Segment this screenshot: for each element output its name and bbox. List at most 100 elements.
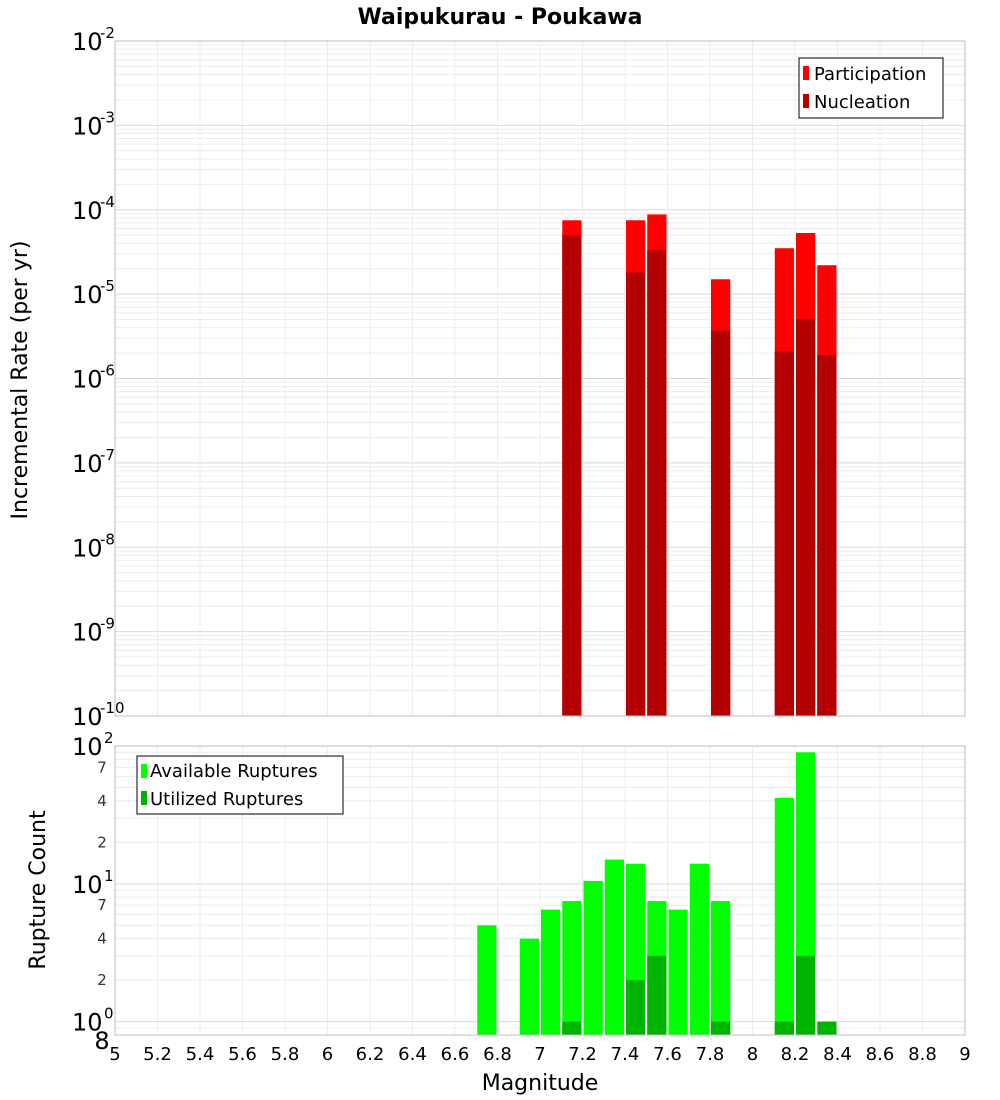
x-tick-label: 5.6 xyxy=(228,1044,257,1065)
top-plot-border xyxy=(114,40,966,717)
x-tick-label: 8.4 xyxy=(823,1044,852,1065)
bar-utilized-ruptures xyxy=(647,955,667,1035)
legend-label-available: Available Ruptures xyxy=(150,761,318,782)
y-tick-exponent: -10 xyxy=(100,699,125,717)
y-low-tick-label: 8 xyxy=(94,1027,109,1055)
bar-available-ruptures xyxy=(711,901,731,1035)
y-tick-label: 10 xyxy=(72,281,103,309)
y-tick-exponent: -6 xyxy=(100,362,115,380)
y-minor-tick-label: 7 xyxy=(97,758,107,776)
x-tick-label: 7 xyxy=(534,1044,545,1065)
bar-nucleation xyxy=(711,330,731,716)
bar-available-ruptures xyxy=(477,925,497,1035)
bar-nucleation xyxy=(562,235,582,716)
y-tick-label: 10 xyxy=(72,112,103,140)
bar-available-ruptures xyxy=(519,938,539,1035)
y-minor-tick-label: 2 xyxy=(97,833,107,851)
legend-label-utilized: Utilized Ruptures xyxy=(150,789,303,810)
bar-available-ruptures xyxy=(668,909,688,1035)
y-minor-tick-label: 4 xyxy=(97,792,107,810)
y-tick-label: 10 xyxy=(72,1009,103,1037)
bar-utilized-ruptures xyxy=(562,1021,582,1035)
legend-swatch-participation xyxy=(803,66,809,80)
y-tick-label: 10 xyxy=(72,366,103,394)
y-tick-label: 10 xyxy=(72,28,103,56)
bar-available-ruptures xyxy=(689,863,709,1035)
y-minor-tick-label: 4 xyxy=(97,930,107,948)
bar-utilized-ruptures xyxy=(796,955,816,1035)
bar-nucleation xyxy=(817,354,837,716)
y-tick-label: 10 xyxy=(72,871,103,899)
bar-nucleation xyxy=(796,318,816,716)
y-tick-label: 10 xyxy=(72,619,103,647)
legend-swatch-available xyxy=(141,764,147,778)
y-tick-exponent: 2 xyxy=(104,729,114,747)
y-tick-exponent: -9 xyxy=(100,615,115,633)
x-tick-label: 5.2 xyxy=(143,1044,172,1065)
y-tick-exponent: 0 xyxy=(104,1005,114,1023)
x-tick-label: 5.8 xyxy=(271,1044,300,1065)
y-tick-exponent: -4 xyxy=(100,193,115,211)
x-tick-label: 6.2 xyxy=(356,1044,385,1065)
bar-available-ruptures xyxy=(774,797,794,1035)
top-y-axis-label: Incremental Rate (per yr) xyxy=(8,241,33,520)
x-tick-label: 6.4 xyxy=(398,1044,427,1065)
x-tick-label: 6.8 xyxy=(483,1044,512,1065)
bottom-legend: Available Ruptures Utilized Ruptures xyxy=(136,755,344,815)
bottom-plot-border xyxy=(114,745,966,1036)
top-legend-box xyxy=(798,57,944,119)
y-tick-exponent: -7 xyxy=(100,446,115,464)
x-tick-label: 5 xyxy=(109,1044,120,1065)
y-tick-label: 10 xyxy=(72,450,103,478)
y-tick-label: 10 xyxy=(72,703,103,731)
legend-label-nucleation: Nucleation xyxy=(814,92,910,113)
bottom-bars xyxy=(477,752,837,1035)
bottom-x-ticks: 5 5.2 5.4 5.6 5.8 6 6.2 6.4 6.6 6.8 7 7.2 7.4 7.6 7.8 8… xyxy=(109,1044,970,1065)
x-tick-label: 9 xyxy=(959,1044,970,1065)
y-tick-label: 10 xyxy=(72,534,103,562)
top-legend: Participation Nucleation xyxy=(798,57,944,119)
top-bars xyxy=(562,214,837,717)
x-tick-label: 8.6 xyxy=(866,1044,895,1065)
bottom-y-axis-label: Rupture Count xyxy=(26,810,51,970)
y-tick-exponent: -8 xyxy=(100,530,115,548)
x-tick-label: 8 xyxy=(747,1044,758,1065)
x-tick-label: 7.4 xyxy=(611,1044,640,1065)
y-tick-exponent: -2 xyxy=(100,24,115,42)
legend-swatch-nucleation xyxy=(803,94,809,108)
x-tick-label: 8.2 xyxy=(781,1044,810,1065)
bar-available-ruptures xyxy=(583,880,603,1035)
bar-available-ruptures xyxy=(604,859,624,1035)
x-axis-label: Magnitude xyxy=(482,1071,599,1096)
bar-utilized-ruptures xyxy=(626,980,646,1035)
y-tick-label: 10 xyxy=(72,733,103,761)
y-tick-exponent: -3 xyxy=(100,108,115,126)
bar-nucleation xyxy=(626,272,646,716)
legend-label-participation: Participation xyxy=(814,64,926,85)
bar-utilized-ruptures xyxy=(817,1021,837,1035)
x-tick-label: 7.6 xyxy=(653,1044,682,1065)
bar-utilized-ruptures xyxy=(774,1021,794,1035)
bar-nucleation xyxy=(774,351,794,716)
top-grid xyxy=(114,41,966,717)
y-minor-tick-label: 7 xyxy=(97,896,107,914)
legend-swatch-utilized xyxy=(141,791,147,805)
x-tick-label: 7.8 xyxy=(696,1044,725,1065)
x-tick-label: 7.2 xyxy=(568,1044,597,1065)
chart-title: Waipukurau - Poukawa xyxy=(358,5,643,30)
y-tick-exponent: -5 xyxy=(100,277,115,295)
x-tick-label: 6 xyxy=(322,1044,333,1065)
bottom-legend-box xyxy=(136,755,344,815)
y-tick-label: 10 xyxy=(72,197,103,225)
x-tick-label: 5.4 xyxy=(186,1044,215,1065)
bar-nucleation xyxy=(647,250,667,717)
bar-available-ruptures xyxy=(541,909,561,1035)
bar-available-ruptures xyxy=(562,901,582,1035)
y-minor-tick-label: 2 xyxy=(97,971,107,989)
y-tick-exponent: 1 xyxy=(104,867,114,885)
bar-utilized-ruptures xyxy=(711,1021,731,1035)
